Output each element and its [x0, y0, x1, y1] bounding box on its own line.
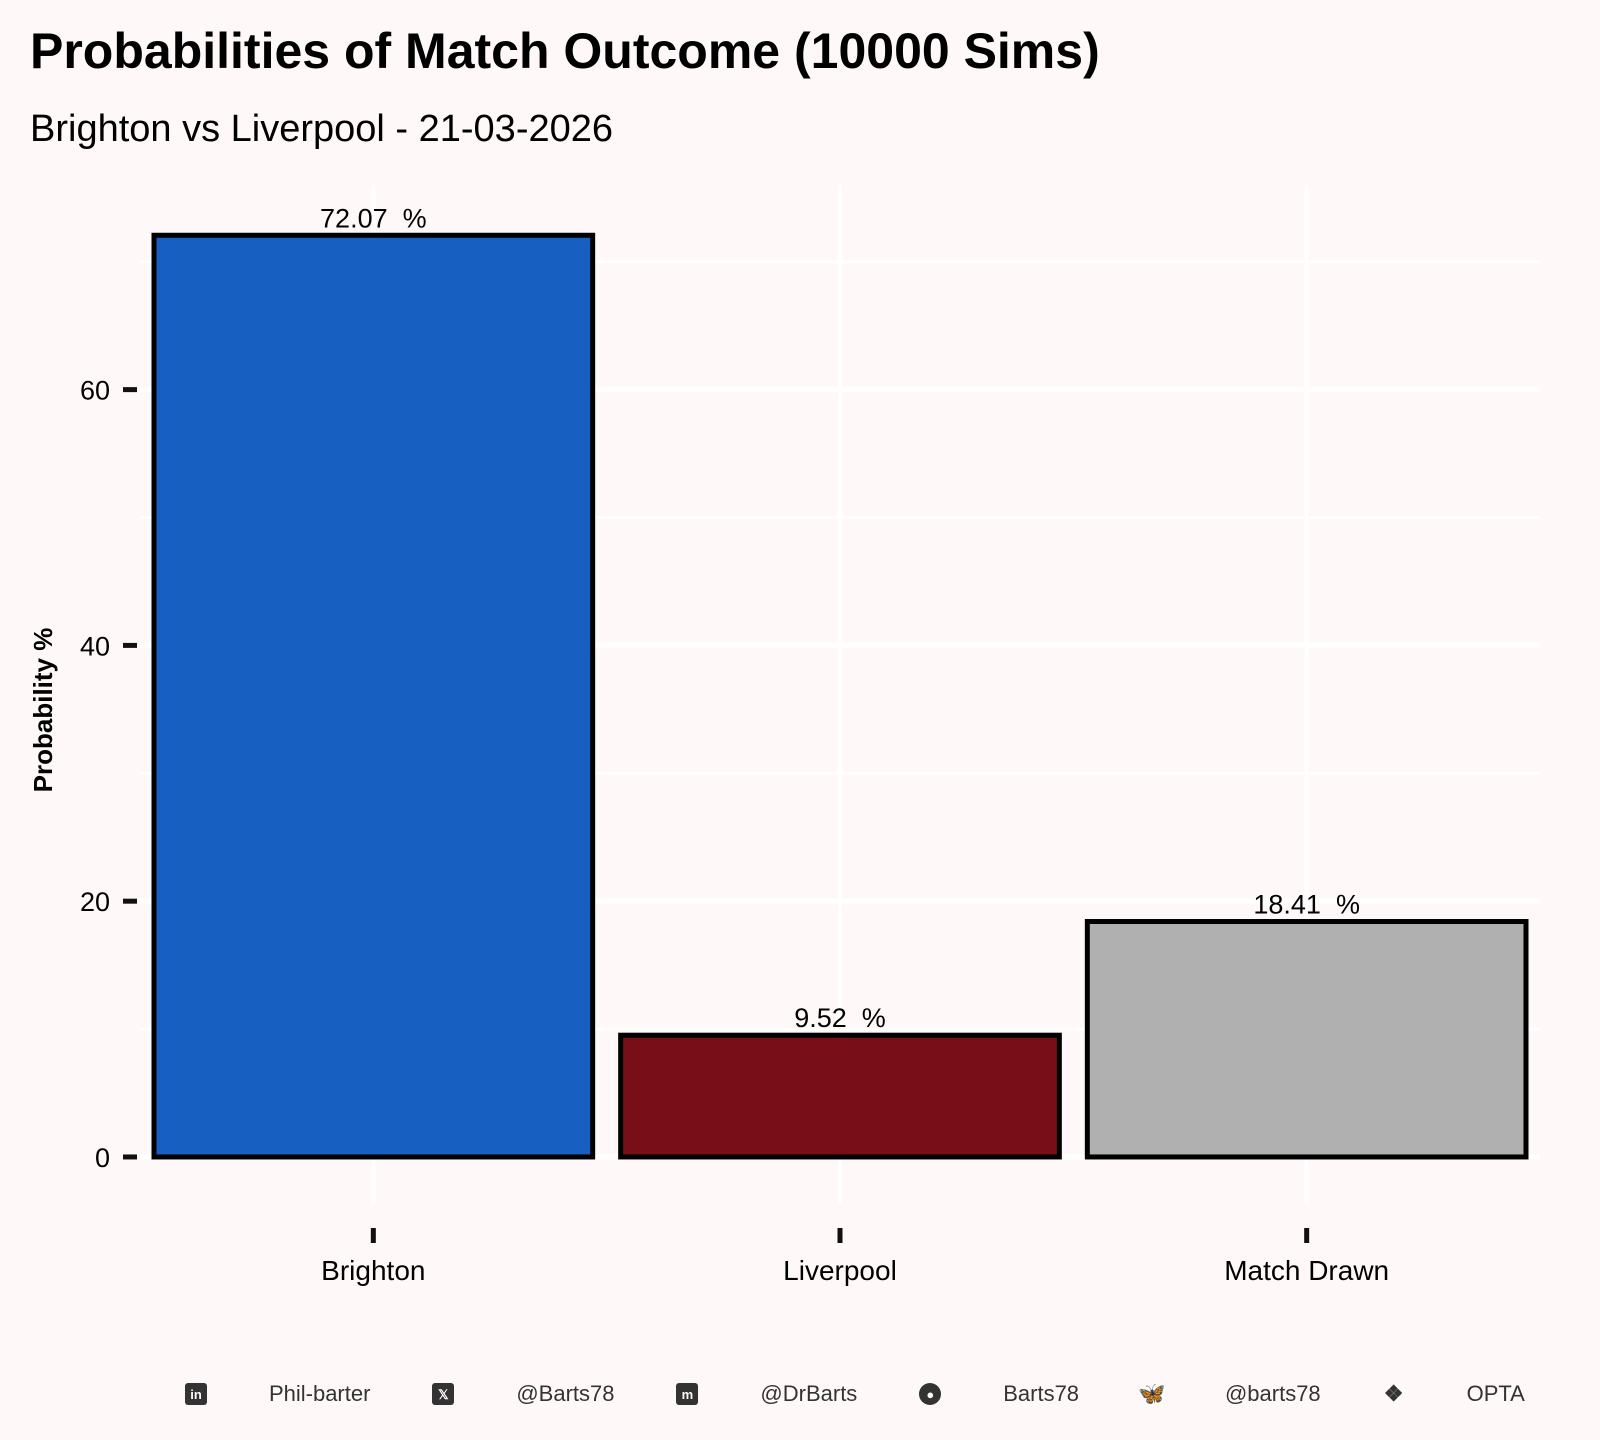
linkedin-icon: in [185, 1383, 207, 1405]
data-labels: 72.07 % 9.52 % 18.41 % [320, 203, 1360, 1033]
bar [151, 232, 596, 1160]
dropbox-icon: ❖ [1383, 1381, 1404, 1406]
caption-text-bluesky: @barts78 [1224, 1381, 1321, 1406]
caption-text-linkedin: Phil-barter [268, 1381, 371, 1406]
data-label: 9.52 % [794, 1003, 886, 1033]
bar [1084, 919, 1529, 1160]
caption-text-mastodon: @DrBarts [760, 1381, 858, 1406]
y-tick-label: 60 [80, 376, 110, 406]
data-label: 72.07 % [320, 203, 427, 233]
bluesky-icon: 🦋 [1138, 1381, 1166, 1406]
caption-text-x: @Barts78 [516, 1381, 615, 1406]
x-twitter-icon: 𝕏 [432, 1383, 455, 1405]
bar [618, 1032, 1062, 1160]
y-axis-label: Probability % [28, 628, 58, 793]
caption-bar: in Phil-barter 𝕏 @Barts78 m @DrBarts ● B… [185, 1376, 1525, 1412]
y-tick-label: 20 [80, 887, 110, 917]
axes: 0 20 40 60 Brighton Liverpool Match Drawn [80, 376, 1389, 1286]
chart-title: Probabilities of Match Outcome (10000 Si… [30, 23, 1100, 79]
github-icon: ● [919, 1383, 942, 1405]
chart-subtitle: Brighton vs Liverpool - 21-03-2026 [30, 108, 614, 150]
y-tick-label: 0 [95, 1143, 110, 1173]
bars [151, 232, 1529, 1160]
x-tick-label: Match Drawn [1224, 1255, 1389, 1286]
data-label: 18.41 % [1253, 890, 1360, 920]
caption-text-dropbox: OPTA [1466, 1381, 1525, 1406]
x-tick-label: Brighton [321, 1255, 425, 1286]
mastodon-icon: m [676, 1383, 699, 1405]
y-tick-label: 40 [80, 631, 110, 661]
x-tick-label: Liverpool [783, 1255, 897, 1286]
caption-text-github: Barts78 [1003, 1381, 1080, 1406]
